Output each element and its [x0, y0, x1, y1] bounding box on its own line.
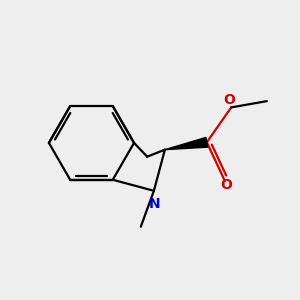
Text: N: N	[149, 197, 161, 211]
Text: O: O	[224, 93, 236, 107]
Text: O: O	[220, 178, 232, 192]
Polygon shape	[165, 137, 208, 150]
